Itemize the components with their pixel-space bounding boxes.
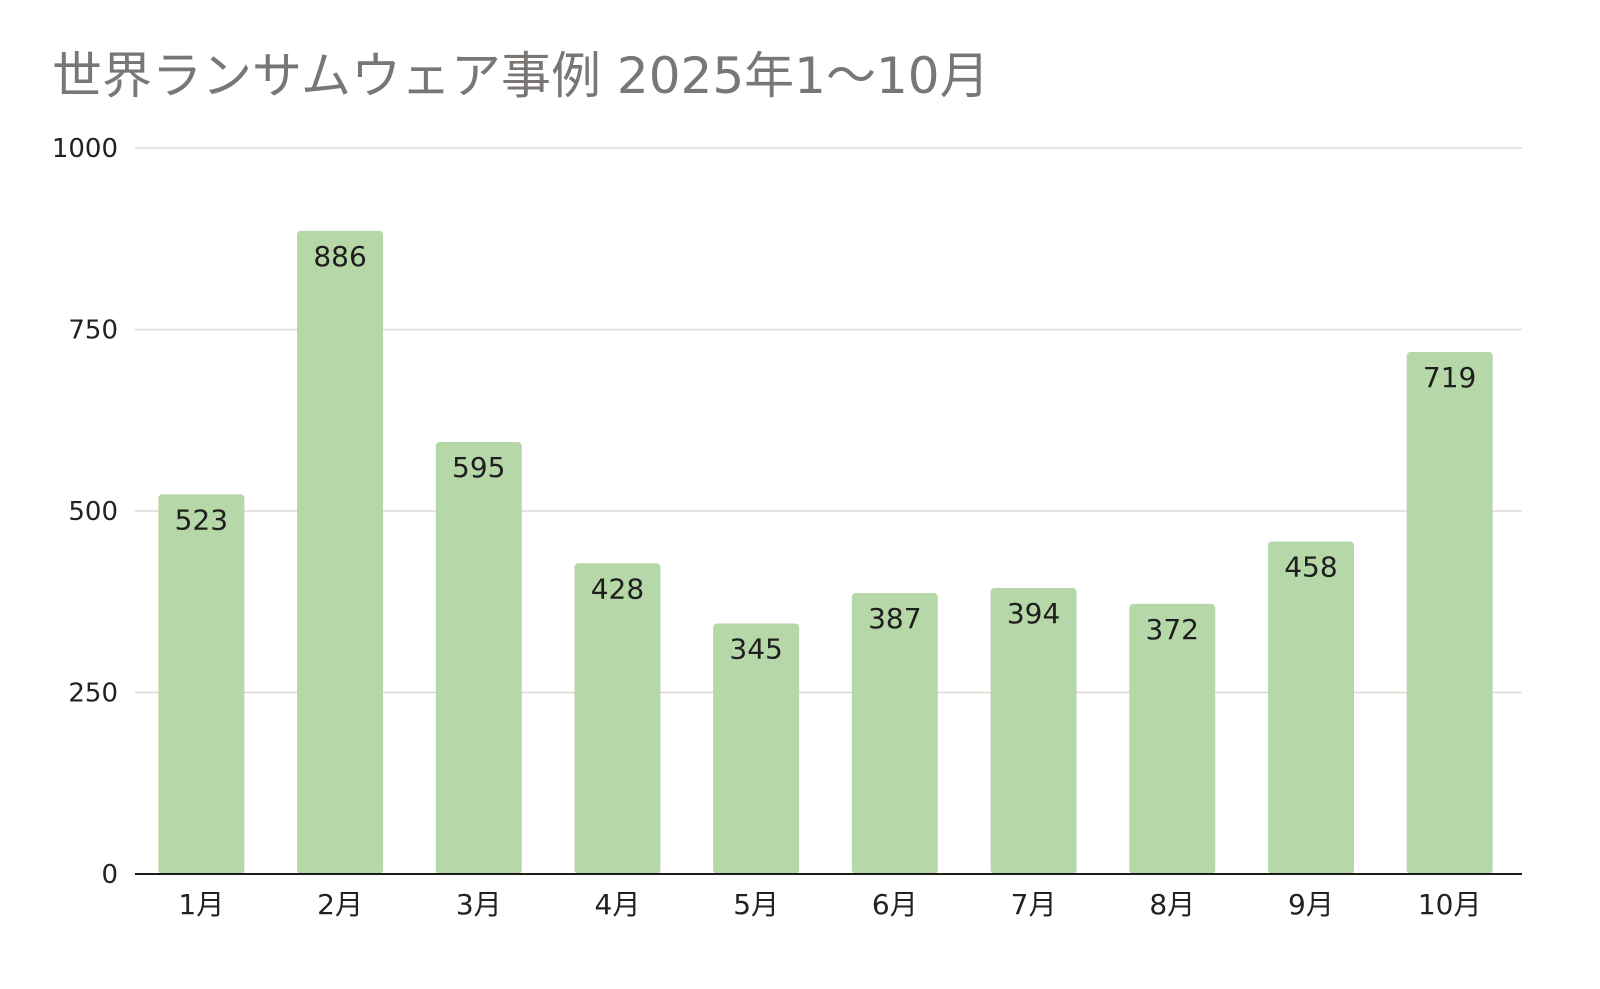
y-tick-label: 750 bbox=[68, 316, 118, 346]
x-tick-label: 7月 bbox=[1011, 888, 1057, 921]
bar bbox=[297, 230, 384, 874]
x-tick-label: 9月 bbox=[1288, 888, 1334, 921]
chart-title: 世界ランサムウェア事例 2025年1〜10月 bbox=[52, 47, 990, 105]
bar bbox=[713, 623, 800, 874]
bar-value-label: 523 bbox=[175, 503, 228, 536]
x-tick-label: 6月 bbox=[872, 888, 918, 921]
bar-value-label: 595 bbox=[452, 451, 505, 484]
x-tick-label: 2月 bbox=[317, 888, 363, 921]
bar-value-label: 458 bbox=[1284, 550, 1337, 583]
x-tick-label: 4月 bbox=[595, 888, 641, 921]
bar bbox=[435, 442, 522, 874]
bar-value-label: 886 bbox=[313, 240, 366, 273]
bar bbox=[158, 494, 245, 874]
bar bbox=[1406, 352, 1493, 875]
bar-value-label: 719 bbox=[1423, 361, 1476, 394]
y-tick-label: 0 bbox=[101, 860, 118, 890]
y-tick-label: 250 bbox=[68, 679, 118, 709]
bar bbox=[990, 587, 1077, 874]
y-tick-label: 500 bbox=[68, 497, 118, 527]
bar-value-label: 372 bbox=[1146, 613, 1199, 646]
bar-value-label: 428 bbox=[591, 572, 644, 605]
bar bbox=[851, 593, 938, 874]
bar-value-label: 345 bbox=[729, 633, 782, 666]
x-tick-label: 3月 bbox=[456, 888, 502, 921]
labels: 0 250 500 750 1000 523 1月 886 2月 595 3月 428 4月 345 5月 3… bbox=[52, 134, 1482, 921]
y-tick-label: 1000 bbox=[52, 134, 118, 164]
x-tick-label: 5月 bbox=[733, 888, 779, 921]
bar-value-label: 394 bbox=[1007, 597, 1060, 630]
bar bbox=[1267, 541, 1354, 874]
bar bbox=[1129, 603, 1216, 874]
bar bbox=[574, 563, 661, 874]
bar-value-label: 387 bbox=[868, 602, 921, 635]
bars bbox=[158, 230, 1493, 875]
x-tick-label: 10月 bbox=[1418, 888, 1482, 921]
x-tick-label: 8月 bbox=[1149, 888, 1195, 921]
x-tick-label: 1月 bbox=[178, 888, 224, 921]
